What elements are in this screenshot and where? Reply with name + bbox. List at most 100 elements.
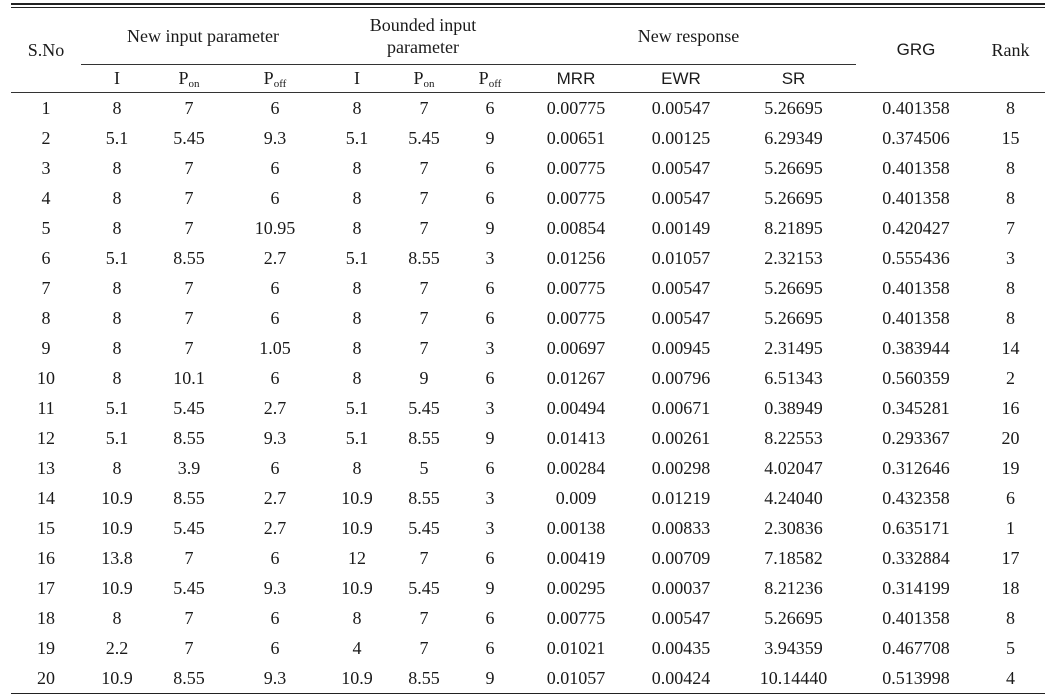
bounded-poff-cell: 6	[485, 367, 495, 388]
new-poff-cell: 10.95	[254, 217, 296, 238]
bounded-poff-cell: 9	[485, 127, 495, 148]
mrr-cell: 0.01256	[546, 247, 606, 268]
new-i-cell: 5.1	[105, 427, 129, 448]
bounded-pon-cell: 7	[419, 547, 429, 568]
new-i-cell: 10.9	[101, 487, 133, 508]
mrr-cell: 0.00775	[546, 97, 606, 118]
rank-cell: 5	[1006, 637, 1015, 658]
mrr-cell: 0.00295	[546, 577, 606, 598]
sr-cell: 2.30836	[764, 517, 823, 538]
ewr-cell: 0.00945	[651, 337, 711, 358]
sno-cell: 3	[41, 157, 51, 178]
sr-header: SR	[731, 64, 856, 93]
new-i-cell: 5.1	[105, 247, 129, 268]
table-row: 17 10.9 5.45 9.3 10.9 5.45 9 0.00295 0.00037 8.21…	[11, 573, 1045, 603]
rank-cell: 8	[1006, 187, 1015, 208]
bounded-i-cell: 8	[352, 307, 362, 328]
ewr-cell: 0.00547	[651, 307, 711, 328]
new-i-cell: 5.1	[105, 127, 129, 148]
rank-cell: 8	[1006, 157, 1015, 178]
new-i-cell: 2.2	[105, 637, 129, 658]
bounded-poff-cell: 6	[485, 97, 495, 118]
bounded-pon-cell: 5.45	[408, 397, 440, 418]
grg-cell: 0.401358	[882, 97, 950, 118]
sr-cell: 5.26695	[764, 97, 823, 118]
new-response-header: New response	[521, 7, 856, 65]
rank-cell: 16	[1001, 397, 1020, 418]
ewr-cell: 0.00149	[651, 217, 711, 238]
sr-cell: 5.26695	[764, 157, 823, 178]
new-poff-cell: 2.7	[263, 487, 287, 508]
mrr-cell: 0.01021	[546, 637, 606, 658]
mrr-cell: 0.00651	[546, 127, 606, 148]
sr-cell: 0.38949	[764, 397, 823, 418]
bounded-i-cell: 5.1	[345, 247, 369, 268]
new-poff-cell: 6	[270, 547, 280, 568]
sr-cell: 8.22553	[764, 427, 823, 448]
sno-cell: 1	[41, 97, 51, 118]
new-i-cell: 8	[112, 337, 122, 358]
new-poff-cell: 2.7	[263, 397, 287, 418]
new-i-cell: 8	[112, 97, 122, 118]
grg-cell: 0.513998	[856, 663, 976, 694]
grg-cell: 0.293367	[882, 427, 950, 448]
bounded-pon-cell: 5.45	[408, 127, 440, 148]
bounded-pon-cell: 7	[419, 607, 429, 628]
bounded-input-pon-header: Pon	[389, 64, 459, 93]
new-pon-cell: 7	[184, 157, 194, 178]
bounded-pon-cell: 5.45	[408, 517, 440, 538]
bounded-pon-cell: 7	[419, 157, 429, 178]
bounded-i-cell: 8	[352, 277, 362, 298]
sr-cell: 6.51343	[764, 367, 823, 388]
ewr-cell: 0.00796	[651, 367, 711, 388]
grg-cell: 0.420427	[882, 217, 950, 238]
rank-cell: 15	[1001, 127, 1020, 148]
table-row: 11 5.1 5.45 2.7 5.1 5.45 3 0.00494 0.00671 0.3894…	[11, 393, 1045, 423]
sno-cell: 14	[37, 487, 55, 508]
new-pon-cell: 5.45	[173, 127, 205, 148]
mrr-cell: 0.00854	[546, 217, 606, 238]
new-pon-cell: 8.55	[173, 247, 205, 268]
bounded-input-line1: Bounded input	[369, 15, 477, 35]
bounded-pon-cell: 7	[419, 187, 429, 208]
bounded-i-cell: 10.9	[325, 663, 389, 694]
bounded-i-cell: 5.1	[345, 397, 369, 418]
ewr-cell: 0.00298	[651, 457, 711, 478]
bounded-i-cell: 8	[352, 187, 362, 208]
ewr-cell: 0.01057	[651, 247, 711, 268]
sno-cell: 10	[37, 367, 55, 388]
new-poff-cell: 6	[270, 277, 280, 298]
bounded-pon-cell: 7	[419, 277, 429, 298]
bounded-poff-cell: 9	[485, 427, 495, 448]
new-input-parameter-header: New input parameter	[81, 7, 325, 65]
bounded-i-cell: 8	[352, 157, 362, 178]
ewr-cell: 0.00833	[651, 517, 711, 538]
bounded-poff-cell: 3	[485, 487, 495, 508]
ewr-cell: 0.00261	[651, 427, 711, 448]
new-poff-cell: 9.3	[263, 427, 287, 448]
grg-cell: 0.635171	[882, 517, 950, 538]
new-pon-cell: 10.1	[173, 367, 205, 388]
table-row: 18 8 7 6 8 7 6 0.00775 0.00547 5.26695 0.401358 8	[11, 603, 1045, 633]
new-pon-cell: 8.55	[173, 487, 205, 508]
grg-cell: 0.555436	[882, 247, 950, 268]
mrr-cell: 0.00697	[546, 337, 606, 358]
new-pon-cell: 7	[184, 187, 194, 208]
bounded-poff-cell: 6	[485, 457, 495, 478]
rank-cell: 7	[1006, 217, 1015, 238]
bounded-pon-cell: 5.45	[408, 577, 440, 598]
grg-cell: 0.374506	[882, 127, 950, 148]
new-poff-cell: 6	[270, 307, 280, 328]
new-input-i-header: I	[81, 64, 153, 93]
new-poff-cell: 9.3	[263, 127, 287, 148]
bounded-poff-cell: 3	[485, 517, 495, 538]
bounded-poff-cell: 9	[485, 217, 495, 238]
sno-cell: 2	[41, 127, 51, 148]
new-poff-cell: 9.3	[225, 663, 325, 694]
sno-cell: 7	[41, 277, 51, 298]
bounded-i-cell: 5.1	[345, 427, 369, 448]
bounded-poff-cell: 6	[485, 187, 495, 208]
sr-cell: 3.94359	[764, 637, 823, 658]
new-pon-cell: 7	[184, 337, 194, 358]
table-row: 6 5.1 8.55 2.7 5.1 8.55 3 0.01256 0.01057 2.32153…	[11, 243, 1045, 273]
